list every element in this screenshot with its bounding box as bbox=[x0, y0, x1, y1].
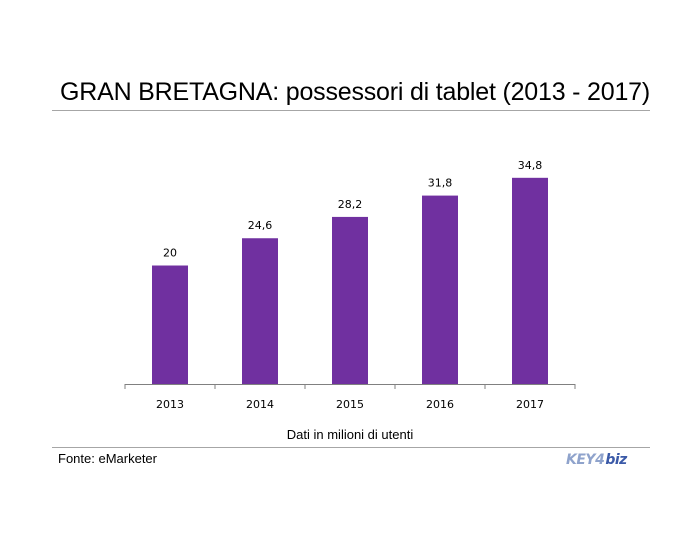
bar-2014 bbox=[242, 238, 278, 384]
data-labels-group: 20 24,6 28,2 31,8 34,8 bbox=[163, 159, 542, 260]
footer-divider bbox=[52, 447, 650, 448]
tick-label-2017: 2017 bbox=[516, 398, 544, 411]
title-divider bbox=[52, 110, 650, 111]
tick-label-2013: 2013 bbox=[156, 398, 184, 411]
tick-label-2014: 2014 bbox=[246, 398, 274, 411]
source-note: Fonte: eMarketer bbox=[58, 451, 157, 466]
logo-key: KEY bbox=[566, 452, 596, 468]
bar-2015 bbox=[332, 216, 368, 384]
tick-label-2015: 2015 bbox=[336, 398, 364, 411]
data-label-2014: 24,6 bbox=[248, 219, 273, 232]
chart-title: GRAN BRETAGNA: possessori di tablet (201… bbox=[60, 78, 650, 106]
data-label-2016: 31,8 bbox=[428, 177, 453, 190]
logo-num: 4 bbox=[595, 452, 605, 468]
x-axis-title: Dati in milioni di utenti bbox=[286, 427, 414, 442]
key4biz-logo: KEY4biz bbox=[566, 452, 627, 468]
bar-2017 bbox=[512, 177, 548, 384]
x-axis bbox=[124, 384, 576, 389]
data-label-2015: 28,2 bbox=[338, 198, 363, 211]
bar-2016 bbox=[422, 195, 458, 384]
tick-label-2016: 2016 bbox=[426, 398, 454, 411]
data-label-2017: 34,8 bbox=[518, 159, 543, 172]
logo-biz: biz bbox=[605, 452, 627, 468]
bars-group bbox=[152, 177, 548, 384]
x-tick-labels-group: 2013 2014 2015 2016 2017 bbox=[156, 398, 544, 411]
data-label-2013: 20 bbox=[163, 247, 177, 260]
bar-2013 bbox=[152, 265, 188, 384]
